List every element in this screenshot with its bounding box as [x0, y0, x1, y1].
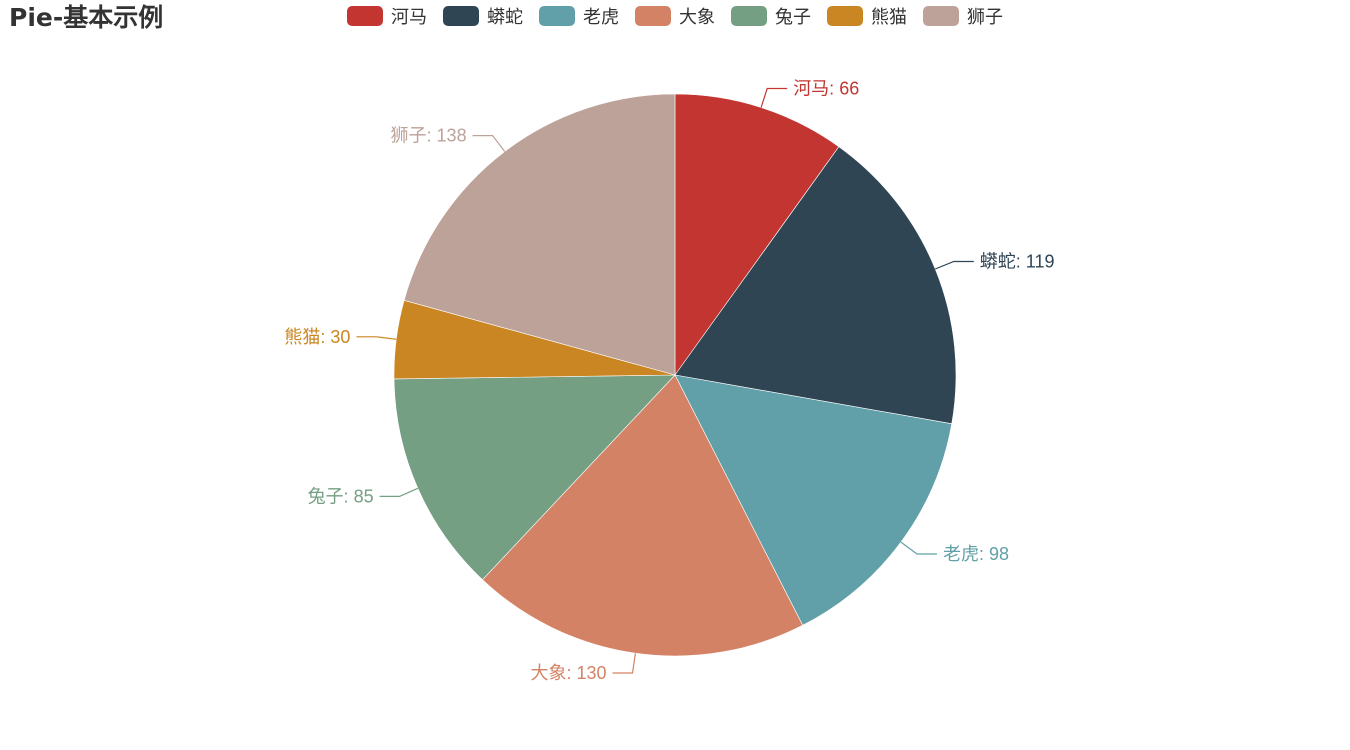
- legend-swatch: [443, 6, 479, 26]
- pie-slice[interactable]: [393, 374, 676, 581]
- legend-label: 兔子: [775, 7, 811, 27]
- legend-swatch: [731, 6, 767, 26]
- legend-item[interactable]: 兔子: [731, 6, 811, 27]
- legend-label: 熊猫: [871, 7, 907, 27]
- legend-item[interactable]: 狮子: [923, 6, 1003, 27]
- pie-slice[interactable]: [482, 374, 804, 657]
- slice-label: 河马: 66: [793, 79, 859, 99]
- pie-slices: [393, 93, 957, 657]
- label-leader-line: [472, 135, 506, 152]
- slice-label: 大象: 130: [530, 663, 606, 683]
- slice-labels: 河马: 66 蟒蛇: 119 老虎: 98 大象: 130 兔子: 85 熊猫: 30 狮子…: [284, 79, 1054, 684]
- slice-label: 狮子: 138: [391, 126, 467, 146]
- legend-label: 河马: [391, 7, 427, 27]
- legend-item[interactable]: 河马: [347, 6, 427, 27]
- legend-item[interactable]: 熊猫: [827, 6, 907, 27]
- chart-title: Pie-基本示例: [9, 3, 164, 32]
- label-leader-line: [356, 336, 397, 340]
- pie-slice[interactable]: [674, 374, 953, 626]
- legend-swatch: [635, 6, 671, 26]
- label-leader-line: [612, 653, 636, 674]
- label-leader-line: [760, 87, 788, 108]
- pie-slice[interactable]: [674, 146, 957, 425]
- slice-label: 兔子: 85: [308, 486, 374, 506]
- legend-item[interactable]: 蟒蛇: [443, 6, 523, 27]
- slice-label: 熊猫: 30: [284, 327, 350, 347]
- legend-label: 大象: [679, 7, 715, 27]
- label-leader-line: [379, 487, 419, 497]
- legend-swatch: [827, 6, 863, 26]
- legend-label: 狮子: [967, 7, 1003, 27]
- legend[interactable]: 河马 蟒蛇 老虎 大象 兔子 熊猫 狮子: [347, 6, 1003, 27]
- pie-slice[interactable]: [403, 93, 676, 376]
- legend-item[interactable]: 老虎: [539, 6, 619, 27]
- legend-swatch: [923, 6, 959, 26]
- legend-swatch: [347, 6, 383, 26]
- label-leader-line: [900, 541, 937, 555]
- legend-item[interactable]: 大象: [635, 6, 715, 27]
- legend-swatch: [539, 6, 575, 26]
- slice-label: 老虎: 98: [943, 544, 1009, 564]
- legend-label: 蟒蛇: [487, 7, 523, 27]
- legend-label: 老虎: [583, 7, 619, 27]
- slice-label: 蟒蛇: 119: [980, 252, 1055, 272]
- pie-slice[interactable]: [674, 93, 840, 376]
- label-leader-line: [934, 260, 974, 270]
